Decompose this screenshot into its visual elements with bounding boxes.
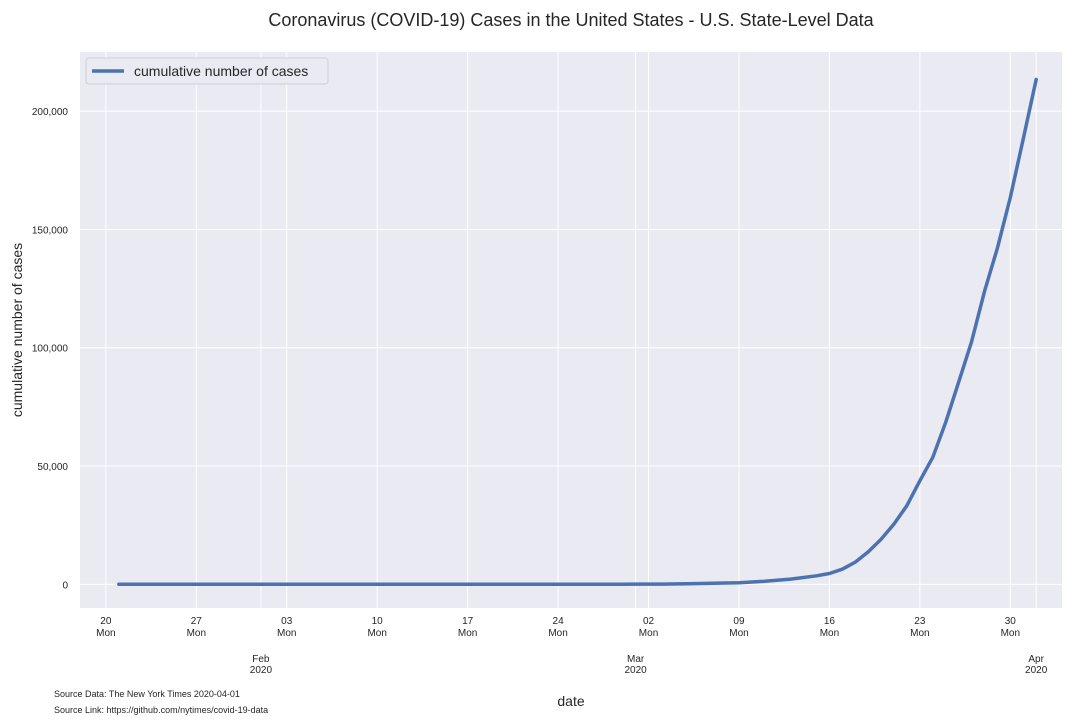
- y-axis-label: cumulative number of cases: [9, 243, 25, 417]
- y-tick-label: 0: [62, 580, 68, 591]
- grid: [80, 52, 1062, 608]
- footnote-source-link: Source Link: https://github.com/nytimes/…: [54, 705, 268, 715]
- x-tick-weekday: Mon: [277, 628, 296, 639]
- series-line: [117, 77, 1038, 587]
- x-tick-month: Feb: [252, 654, 270, 665]
- y-tick-label: 200,000: [32, 107, 69, 118]
- x-tick-day: 20: [100, 616, 112, 627]
- x-tick-day: 27: [191, 616, 203, 627]
- x-tick-weekday: Mon: [367, 628, 386, 639]
- x-tick-weekday: Mon: [548, 628, 567, 639]
- y-tick-label: 150,000: [32, 225, 69, 236]
- x-tick-day: 30: [1005, 616, 1017, 627]
- y-tick-label: 50,000: [37, 462, 68, 473]
- x-tick-month: Mar: [627, 654, 645, 665]
- x-axis-ticks: 20Mon27Mon03Mon10Mon17Mon24Mon02Mon09Mon…: [96, 616, 1048, 676]
- legend-box: [85, 57, 329, 85]
- x-tick-day: 17: [462, 616, 474, 627]
- x-tick-weekday: Mon: [639, 628, 658, 639]
- legend: cumulative number of cases: [85, 57, 329, 85]
- x-tick-year: 2020: [1025, 665, 1048, 676]
- x-tick-weekday: Mon: [458, 628, 477, 639]
- x-tick-weekday: Mon: [910, 628, 929, 639]
- legend-label: cumulative number of cases: [134, 63, 308, 79]
- x-tick-day: 23: [914, 616, 926, 627]
- y-axis-ticks: 0 50,000 100,000 150,000 200,000: [32, 107, 69, 591]
- x-tick-weekday: Mon: [729, 628, 748, 639]
- x-tick-year: 2020: [250, 665, 273, 676]
- x-tick-weekday: Mon: [820, 628, 839, 639]
- x-tick-day: 03: [281, 616, 293, 627]
- x-tick-day: 16: [824, 616, 836, 627]
- plot-area: [80, 52, 1062, 608]
- x-tick-year: 2020: [624, 665, 647, 676]
- x-tick-weekday: Mon: [1001, 628, 1020, 639]
- x-tick-day: 02: [643, 616, 655, 627]
- x-tick-month: Apr: [1028, 654, 1044, 665]
- x-tick-day: 24: [553, 616, 565, 627]
- y-tick-label: 100,000: [32, 344, 69, 355]
- x-tick-weekday: Mon: [187, 628, 206, 639]
- x-tick-day: 10: [372, 616, 384, 627]
- series-layer: [117, 77, 1038, 587]
- chart-title: Coronavirus (COVID-19) Cases in the Unit…: [268, 10, 874, 30]
- x-tick-day: 09: [733, 616, 745, 627]
- x-tick-weekday: Mon: [96, 628, 115, 639]
- x-axis-label: date: [557, 693, 584, 709]
- footnote-source-data: Source Data: The New York Times 2020-04-…: [54, 689, 240, 699]
